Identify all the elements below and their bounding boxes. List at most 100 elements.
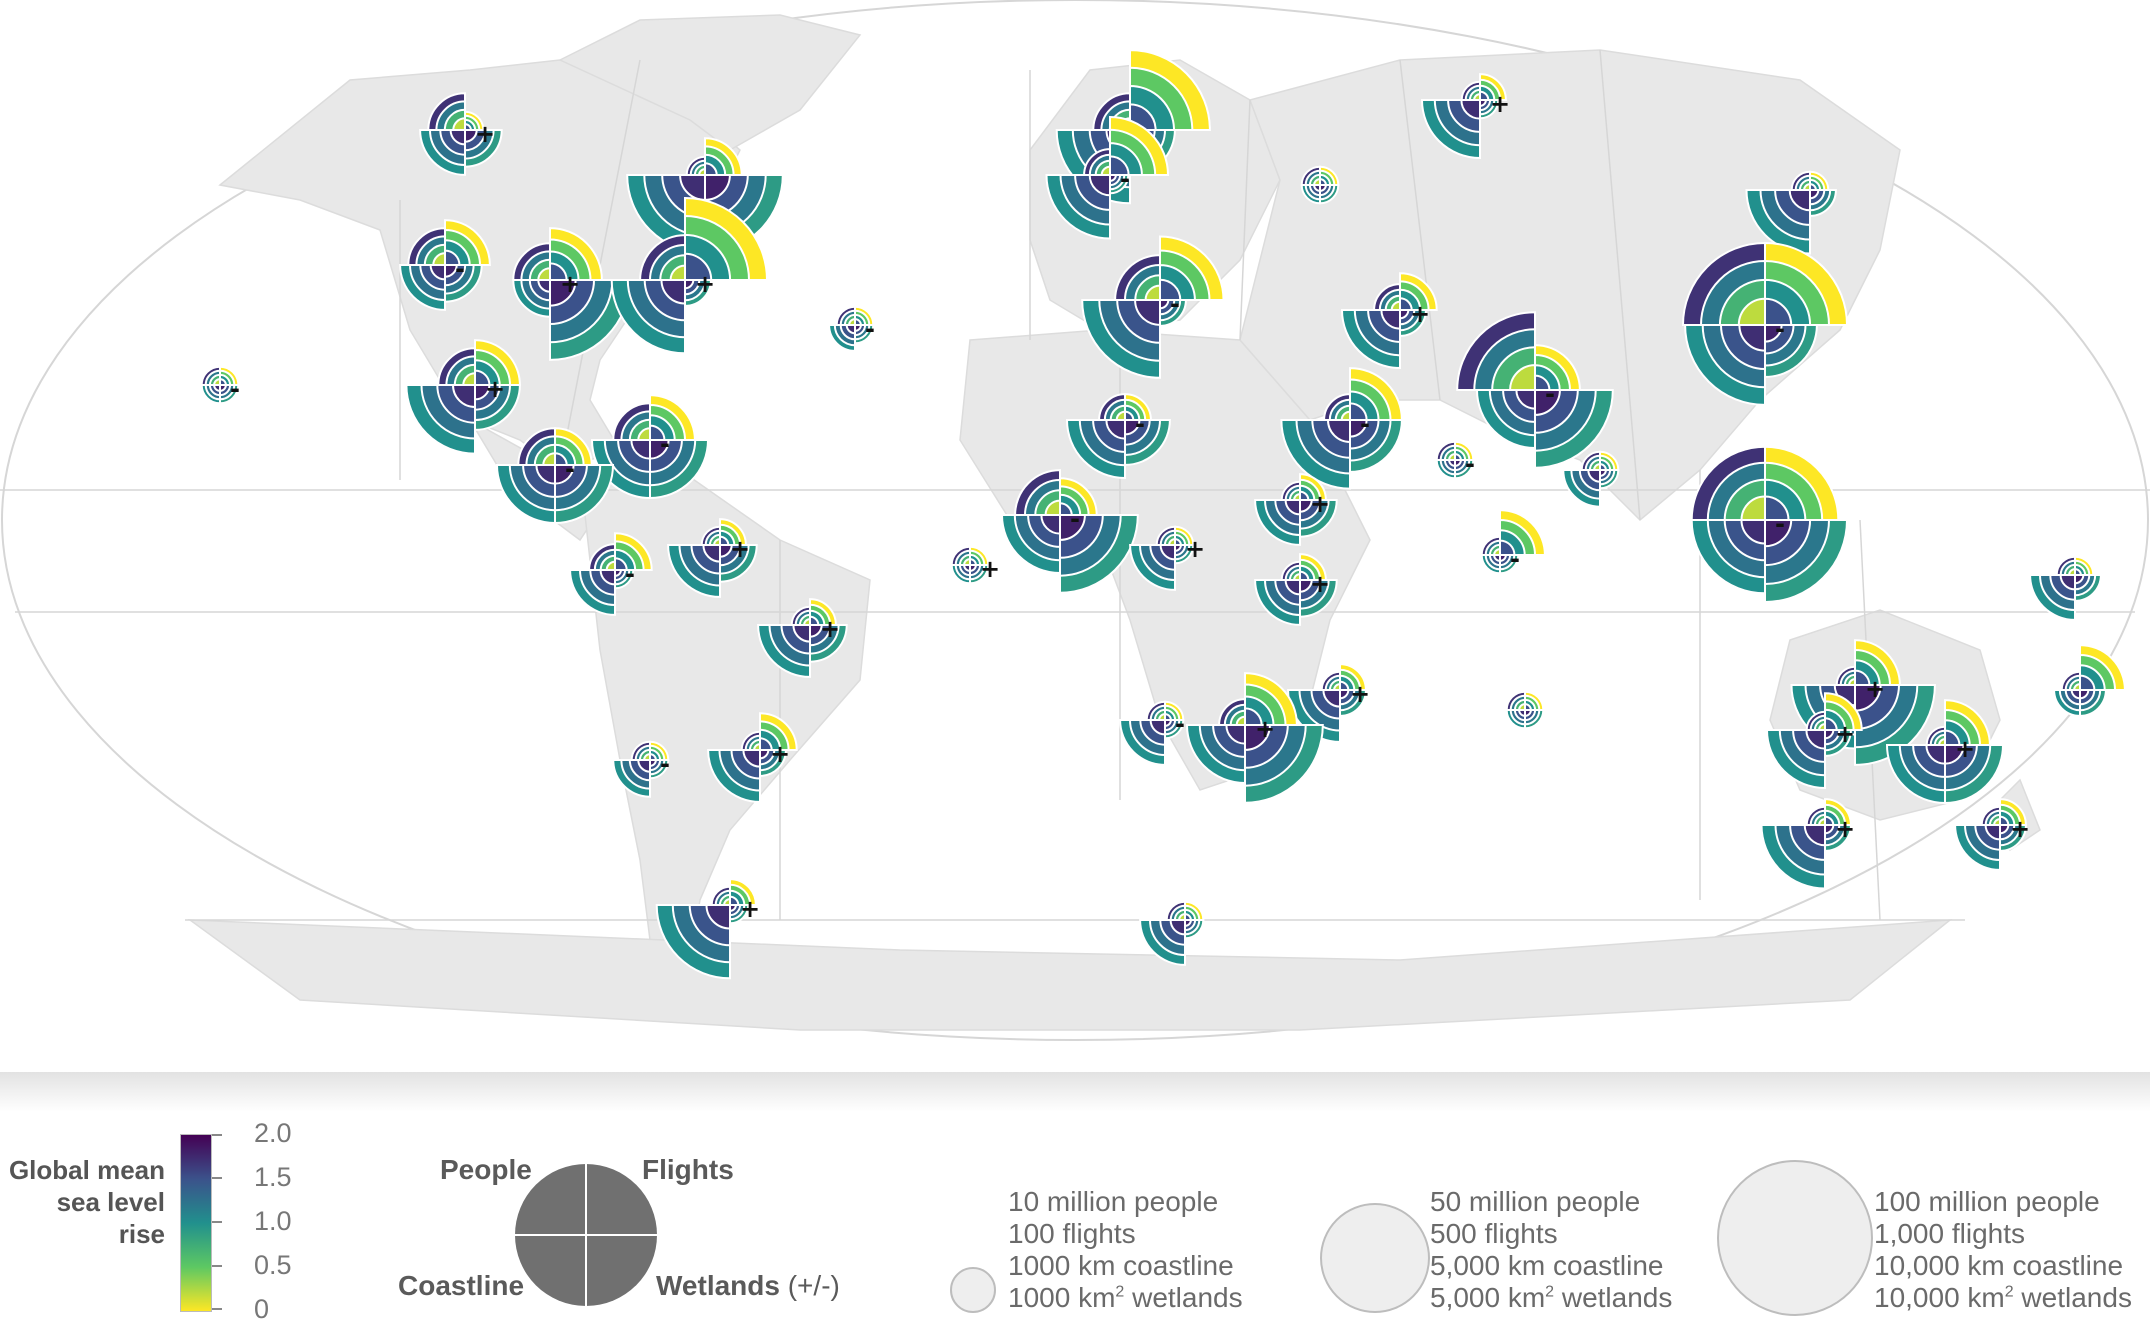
- wetland-change-sign: +: [740, 895, 760, 923]
- wetland-change-sign: +: [1410, 300, 1430, 328]
- map-legend-divider: [0, 1072, 2150, 1112]
- wetland-change-sign: -: [1775, 315, 1785, 343]
- wetland-change-sign: -: [865, 315, 875, 343]
- glyph-wet-ring: [614, 569, 622, 577]
- region-glyph-brazil: +: [757, 598, 848, 678]
- glyph-wet-ring: [809, 624, 823, 638]
- glyph-coast-ring: [1738, 324, 1766, 352]
- sea-level-colorbar: [180, 1134, 212, 1312]
- glyph-wet-ring: [1399, 309, 1410, 320]
- wetland-change-sign: +: [1350, 680, 1370, 708]
- quadrant-key-coastline: Coastline: [398, 1270, 525, 1301]
- glyph-wet-ring: [1524, 709, 1532, 717]
- size-key-wetlands-unit: 2: [2004, 1283, 2014, 1301]
- region-border: [1599, 49, 1641, 521]
- size-key-wetlands-value: 10,000 km: [1874, 1282, 2005, 1313]
- glyph-wet-ring: [1184, 919, 1192, 927]
- region-glyph-eastern-australia: +: [1885, 699, 2005, 805]
- wetland-change-sign: +: [1835, 815, 1855, 843]
- glyph-people-ring: [1737, 297, 1766, 326]
- antarctica-land: [187, 919, 1953, 1031]
- region-glyph-us-northeast: +: [610, 196, 769, 355]
- glyph-flights-ring: [1764, 297, 1793, 326]
- region-glyph-madagascar: +: [1287, 663, 1370, 743]
- colorbar-tick-mark: [212, 1221, 222, 1223]
- size-key-wetlands: 5,000 km2 wetlands: [1430, 1282, 1672, 1314]
- quadrant-key-flights: Flights: [642, 1154, 734, 1185]
- wetland-change-sign: -: [660, 750, 670, 778]
- glyph-wet-ring: [1824, 824, 1835, 835]
- region-glyph-pacific-islands: [2029, 555, 2102, 621]
- glyph-wet-ring: [1349, 419, 1368, 438]
- size-key-medium-text: 50 million people 500 flights 5,000 km c…: [1430, 1186, 1672, 1314]
- glyph-wet-ring: [1124, 419, 1141, 436]
- glyph-coast-ring: [1134, 299, 1161, 326]
- glyph-wet-ring: [1764, 324, 1783, 343]
- glyph-wet-ring: [649, 759, 657, 767]
- region-glyph-southern-indian-ocean: [1505, 690, 1545, 730]
- wetland-change-sign: -: [1175, 710, 1185, 738]
- colorbar-tick-label: 0: [254, 1294, 270, 1324]
- region-glyph-central-america: -: [495, 427, 615, 525]
- colorbar-tick-label: 2.0: [254, 1118, 292, 1148]
- glyph-wet-ring: [1059, 514, 1086, 541]
- region-glyph-arabia: -: [1280, 367, 1403, 490]
- region-glyph-central-asia: [1300, 165, 1340, 205]
- quadrant-key-wetlands-suffix: (+/-): [787, 1270, 840, 1301]
- glyph-wet-ring: [1164, 719, 1172, 727]
- wetland-change-sign: -: [565, 455, 575, 483]
- size-key-medium-circle: [1320, 1203, 1430, 1313]
- size-key-wetlands: 10,000 km2 wetlands: [1874, 1282, 2132, 1314]
- size-key-large-circle: [1717, 1160, 1873, 1316]
- glyph-people-ring: [1740, 495, 1766, 521]
- wetland-change-sign: -: [1545, 380, 1555, 408]
- glyph-wet-ring: [1339, 689, 1350, 700]
- glyph-wet-ring: [1824, 729, 1835, 740]
- wetland-change-sign: -: [1070, 505, 1080, 533]
- region-glyph-south-asia: -: [1456, 311, 1614, 469]
- region-glyph-alaska: +: [419, 92, 503, 176]
- colorbar-tick-label: 0.5: [254, 1250, 292, 1280]
- glyph-wet-ring: [684, 279, 695, 290]
- glyph-wet-ring: [1174, 544, 1182, 552]
- glyph-wet-ring: [2074, 574, 2085, 585]
- region-glyph-north-africa: -: [1065, 393, 1171, 480]
- size-key-flights: 1,000 flights: [1874, 1218, 2025, 1249]
- size-key-wetlands-unit: 2: [1545, 1283, 1555, 1301]
- size-key-people: 100 million people: [1874, 1186, 2100, 1217]
- glyph-wet-ring: [1499, 554, 1507, 562]
- continents: [187, 14, 2041, 1031]
- wetland-change-sign: +: [770, 740, 790, 768]
- region-glyph-uruguay: +: [707, 712, 798, 803]
- glyph-wet-ring: [1479, 99, 1487, 107]
- size-key-flights: 500 flights: [1430, 1218, 1558, 1249]
- size-key-wetlands-tail: wetlands: [1124, 1282, 1243, 1313]
- size-key-flights: 100 flights: [1008, 1218, 1136, 1249]
- size-key-wetlands-value: 1000 km: [1008, 1282, 1116, 1313]
- region-glyph-mediterranean: -: [1081, 235, 1225, 379]
- colorbar-tick-mark: [212, 1134, 222, 1136]
- region-glyph-hawaii: -: [200, 365, 240, 405]
- region-glyph-china: -: [1681, 241, 1849, 406]
- glyph-wet-ring: [549, 279, 577, 307]
- size-key-large-text: 100 million people 1,000 flights 10,000 …: [1874, 1186, 2132, 1314]
- wetland-change-sign: +: [980, 555, 1000, 583]
- region-glyph-patagonia: +: [655, 878, 760, 980]
- size-key-wetlands-tail: wetlands: [1554, 1282, 1673, 1313]
- quadrant-key-divider: [515, 1234, 657, 1236]
- wetland-change-sign: -: [1170, 290, 1180, 318]
- region-glyph-western-europe: -: [1045, 115, 1170, 240]
- wetland-change-sign: -: [1120, 165, 1130, 193]
- region-glyph-namibia: -: [1119, 700, 1185, 766]
- wetland-change-sign: -: [230, 375, 240, 403]
- size-key-people: 50 million people: [1430, 1186, 1641, 1217]
- glyph-wet-ring: [1159, 299, 1170, 310]
- wetland-change-sign: +: [1955, 735, 1975, 763]
- region-glyph-southern-australia: +: [1760, 798, 1855, 890]
- region-glyph-sri-lanka: [1562, 450, 1620, 508]
- wetland-change-sign: -: [625, 560, 635, 588]
- wetland-change-sign: +: [1310, 570, 1330, 598]
- greenland-land: [558, 14, 862, 151]
- region-glyph-colombia: -: [569, 532, 653, 616]
- glyph-wet-ring: [649, 439, 670, 460]
